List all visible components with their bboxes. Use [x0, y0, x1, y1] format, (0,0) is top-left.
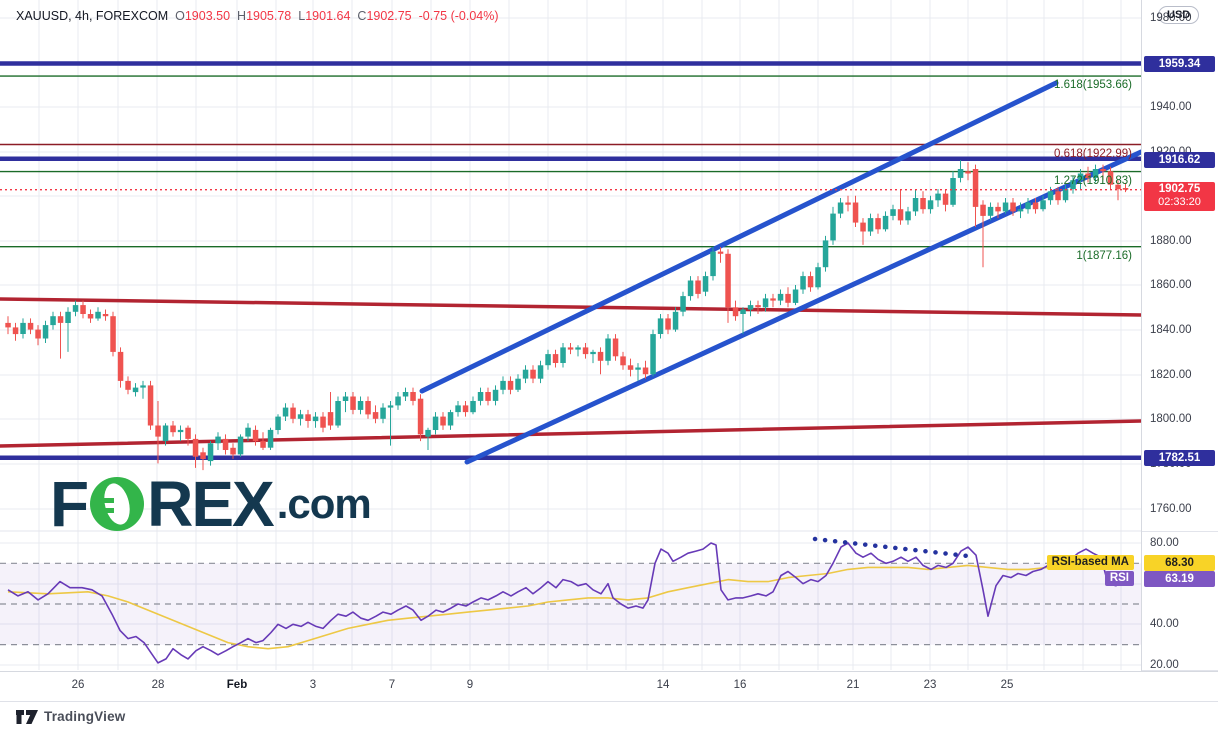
- tradingview-logo-icon[interactable]: [16, 709, 38, 724]
- price-tick: 1820.00: [1150, 369, 1192, 381]
- last-price-badge: 1902.75 02:33:20: [1144, 182, 1215, 211]
- price-tick: 1860.00: [1150, 279, 1192, 291]
- time-axis[interactable]: 26 28 Feb 3 7 9 14 16 21 23 25: [0, 671, 1218, 702]
- time-tick: 9: [466, 679, 474, 691]
- rsi-ma-label[interactable]: RSI-based MA: [1046, 555, 1134, 570]
- price-axis[interactable]: USD 1980.001960.001940.001920.001900.001…: [1141, 0, 1218, 701]
- time-tick: Feb: [226, 679, 248, 691]
- forex-com-watermark: F REX .com: [50, 468, 372, 540]
- forex-o-logo-icon: [90, 477, 145, 531]
- ohlc-key: C: [357, 9, 367, 23]
- time-tick: 16: [733, 679, 747, 691]
- fib-level-label[interactable]: 1.618(1953.66): [1053, 79, 1132, 91]
- price-tick: 1840.00: [1150, 324, 1192, 336]
- price-tick: 80.00: [1150, 537, 1179, 549]
- price-tick: 1880.00: [1150, 235, 1192, 247]
- time-tick: 7: [388, 679, 396, 691]
- ohlc-val: 1903.50: [184, 9, 231, 23]
- ohlc-key: L: [298, 9, 306, 23]
- price-tick: 1760.00: [1150, 503, 1192, 515]
- price-tick: 1980.00: [1150, 12, 1192, 24]
- tradingview-logo-text[interactable]: TradingView: [44, 709, 126, 724]
- ohlc-val: 1902.75: [366, 9, 412, 23]
- time-tick: 25: [1000, 679, 1014, 691]
- price-tick: 1800.00: [1150, 413, 1192, 425]
- price-tick: 1940.00: [1150, 101, 1192, 113]
- price-level-badge: 1916.62: [1144, 152, 1215, 168]
- change-value: -0.75 (-0.04%): [418, 9, 499, 23]
- time-tick: 21: [846, 679, 860, 691]
- currency-toggle-button[interactable]: USD: [1158, 6, 1200, 24]
- ohlc-key: O: [175, 9, 185, 23]
- main-chart-svg[interactable]: [0, 0, 1141, 671]
- ohlc-values: O1903.50 H1905.78 L1901.64 C1902.75: [168, 9, 412, 23]
- rsi-value-badge: 63.19: [1144, 571, 1215, 587]
- time-tick: 23: [923, 679, 937, 691]
- time-tick: 28: [151, 679, 165, 691]
- price-tick: 40.00: [1150, 618, 1179, 630]
- symbol-legend[interactable]: XAUUSD, 4h, FOREXCOM O1903.50 H1905.78 L190…: [16, 9, 499, 23]
- watermark-com: .com: [276, 480, 372, 527]
- symbol-title[interactable]: XAUUSD, 4h, FOREXCOM: [16, 9, 169, 23]
- time-tick: 26: [71, 679, 85, 691]
- fib-level-label[interactable]: 0.618(1922.99): [1053, 148, 1132, 160]
- fib-level-label[interactable]: 1.272(1910.83): [1053, 175, 1132, 187]
- ohlc-key: H: [237, 9, 247, 23]
- watermark-rex: REX: [147, 468, 275, 540]
- fib-level-label[interactable]: 1(1877.16): [1076, 250, 1132, 262]
- bar-countdown: 02:33:20: [1158, 196, 1201, 208]
- rsi-label[interactable]: RSI: [1104, 571, 1134, 586]
- ohlc-val: 1901.64: [305, 9, 351, 23]
- watermark-f: F: [50, 468, 89, 540]
- price-level-badge: 1782.51: [1144, 450, 1215, 466]
- price-level-badge: 1959.34: [1144, 56, 1215, 72]
- price-tick: 20.00: [1150, 659, 1179, 671]
- ohlc-val: 1905.78: [246, 9, 292, 23]
- time-tick: 3: [309, 679, 317, 691]
- rsi-ma-value-badge: 68.30: [1144, 555, 1215, 571]
- tradingview-footer[interactable]: TradingView: [16, 709, 125, 724]
- time-tick: 14: [656, 679, 670, 691]
- chart-pane[interactable]: [0, 0, 1141, 671]
